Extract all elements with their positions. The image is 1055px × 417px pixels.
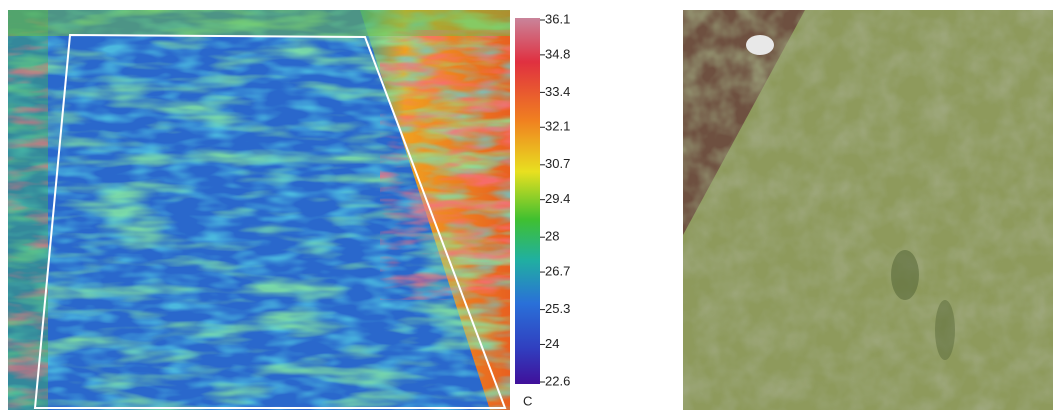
tick-label: 24: [545, 336, 559, 351]
tick-label: 22.6: [545, 373, 570, 388]
tick-label: 36.1: [545, 11, 570, 26]
page: 36.1 34.8 33.4 32.1 30.7 29.4 28 26.7 25.3 24 22.6…: [0, 0, 1055, 417]
tick-label: 32.1: [545, 119, 570, 134]
colorbar: [515, 18, 540, 384]
thermal-image: [8, 10, 510, 410]
tick-label: 33.4: [545, 84, 570, 99]
tick-label: 28: [545, 229, 559, 244]
tick-label: 30.7: [545, 156, 570, 171]
field-photo: [683, 10, 1053, 410]
tick-label: 25.3: [545, 301, 570, 316]
tick-label: 34.8: [545, 46, 570, 61]
unit-label: C: [523, 393, 532, 408]
figure: 36.1 34.8 33.4 32.1 30.7 29.4 28 26.7 25.3 24 22.6…: [0, 0, 1055, 412]
tick-label: 26.7: [545, 263, 570, 278]
tick-label: 29.4: [545, 191, 570, 206]
colorbar-ticks: 36.1 34.8 33.4 32.1 30.7 29.4 28 26.7 25.3 24 22.6: [540, 11, 570, 388]
